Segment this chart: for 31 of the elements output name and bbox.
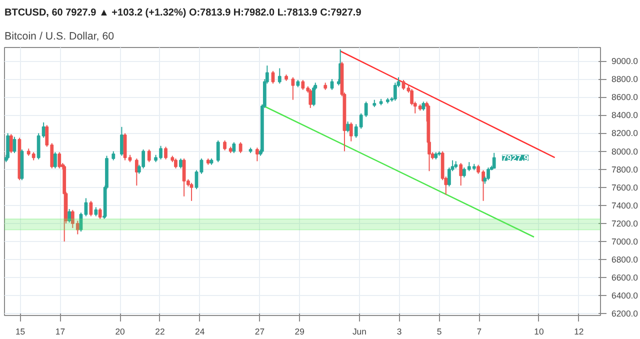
x-tick-label: 24	[195, 326, 205, 336]
y-tick-label: 7400.0	[612, 200, 638, 210]
x-tick-label: 12	[574, 326, 584, 336]
y-tick-label: 8200.0	[612, 128, 638, 138]
y-tick-label: 8800.0	[612, 74, 638, 84]
x-tick-label: 20	[115, 326, 126, 336]
y-tick-label: 7000.0	[612, 236, 638, 247]
x-tick-label: 10	[534, 326, 544, 336]
chart-subtitle: Bitcoin / U.S. Dollar, 60	[4, 30, 114, 42]
y-tick-label: 7600.0	[612, 182, 638, 192]
y-tick-label: 6600.0	[612, 272, 638, 283]
x-tick-label: 17	[55, 326, 66, 336]
y-tick-label: 8000.0	[612, 146, 638, 156]
y-tick-label: 8400.0	[612, 110, 638, 120]
x-tick-label: 5	[436, 326, 442, 336]
x-tick-label: 3	[396, 326, 402, 336]
y-tick-label: 6800.0	[612, 254, 638, 265]
y-tick-label: 7200.0	[612, 218, 638, 228]
y-tick-label: 6400.0	[612, 290, 638, 301]
y-tick-label: 9000.0	[612, 56, 638, 66]
x-tick-label: 29	[294, 326, 305, 336]
y-tick-label: 8600.0	[612, 92, 638, 102]
x-tick-label: 7	[476, 326, 482, 336]
chart-title: BTCUSD, 60 7927.9 ▲ +103.2 (+1.32%) O:7813.9 H:7982.0 L:7813.9 C:7927.9	[4, 8, 362, 18]
annotation: 7927.9	[502, 152, 529, 163]
x-tick-label: Jun	[352, 326, 367, 336]
y-tick-label: 7800.0	[612, 164, 638, 174]
x-tick-label: 15	[15, 326, 26, 336]
y-tick-label: 6200.0	[612, 308, 638, 319]
x-tick-label: 27	[254, 326, 265, 336]
x-tick-label: 22	[155, 326, 165, 336]
